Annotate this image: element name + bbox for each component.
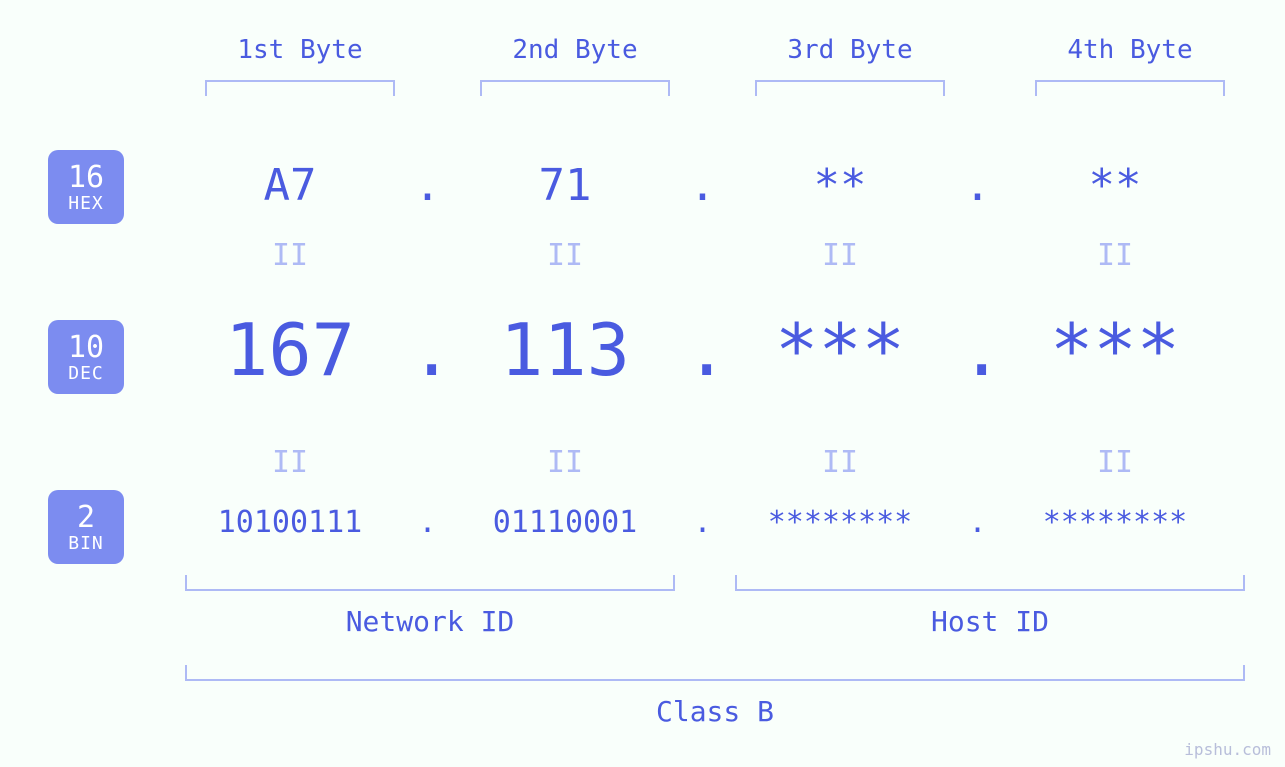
- eq1-3: II: [720, 238, 960, 273]
- top-bracket-1: [205, 80, 395, 96]
- hex-badge-label: HEX: [48, 194, 124, 214]
- top-bracket-3: [755, 80, 945, 96]
- byte-header-2: 2nd Byte: [455, 35, 695, 65]
- class-bracket: [185, 665, 1245, 681]
- dec-byte-1: 167: [170, 308, 410, 392]
- bin-row: 10100111 . 01110001 . ******** . *******…: [170, 505, 1265, 540]
- hex-row: A7 . 71 . ** . **: [170, 160, 1265, 211]
- dec-badge: 10 DEC: [48, 320, 124, 394]
- eq2-2: II: [445, 445, 685, 480]
- network-id-bracket: [185, 575, 675, 591]
- bin-byte-2: 01110001: [445, 505, 685, 540]
- host-id-label: Host ID: [735, 605, 1245, 638]
- bin-byte-1: 10100111: [170, 505, 410, 540]
- hex-byte-1: A7: [170, 160, 410, 211]
- hex-dot-2: .: [685, 160, 720, 211]
- eq1-4: II: [995, 238, 1235, 273]
- byte-header-4: 4th Byte: [1010, 35, 1250, 65]
- dec-badge-num: 10: [48, 331, 124, 364]
- hex-badge-num: 16: [48, 161, 124, 194]
- dec-badge-label: DEC: [48, 364, 124, 384]
- bin-dot-3: .: [960, 505, 995, 540]
- hex-byte-2: 71: [445, 160, 685, 211]
- bin-dot-2: .: [685, 505, 720, 540]
- watermark: ipshu.com: [1184, 740, 1271, 759]
- bin-badge-label: BIN: [48, 534, 124, 554]
- dec-byte-3: ***: [720, 308, 960, 392]
- dec-dot-3: .: [960, 308, 995, 392]
- bin-dot-1: .: [410, 505, 445, 540]
- hex-dot-3: .: [960, 160, 995, 211]
- eq1-1: II: [170, 238, 410, 273]
- bin-byte-3: ********: [720, 505, 960, 540]
- bin-badge-num: 2: [48, 501, 124, 534]
- dec-dot-1: .: [410, 308, 445, 392]
- eq1-2: II: [445, 238, 685, 273]
- dec-dot-2: .: [685, 308, 720, 392]
- byte-header-1: 1st Byte: [180, 35, 420, 65]
- hex-badge: 16 HEX: [48, 150, 124, 224]
- eq2-1: II: [170, 445, 410, 480]
- equals-row-2: II II II II: [170, 445, 1265, 480]
- top-bracket-2: [480, 80, 670, 96]
- hex-dot-1: .: [410, 160, 445, 211]
- network-id-label: Network ID: [185, 605, 675, 638]
- host-id-bracket: [735, 575, 1245, 591]
- dec-row: 167 . 113 . *** . ***: [170, 308, 1265, 392]
- eq2-4: II: [995, 445, 1235, 480]
- eq2-3: II: [720, 445, 960, 480]
- dec-byte-4: ***: [995, 308, 1235, 392]
- class-label: Class B: [185, 695, 1245, 728]
- bin-badge: 2 BIN: [48, 490, 124, 564]
- equals-row-1: II II II II: [170, 238, 1265, 273]
- hex-byte-3: **: [720, 160, 960, 211]
- byte-header-3: 3rd Byte: [730, 35, 970, 65]
- bin-byte-4: ********: [995, 505, 1235, 540]
- hex-byte-4: **: [995, 160, 1235, 211]
- dec-byte-2: 113: [445, 308, 685, 392]
- top-bracket-4: [1035, 80, 1225, 96]
